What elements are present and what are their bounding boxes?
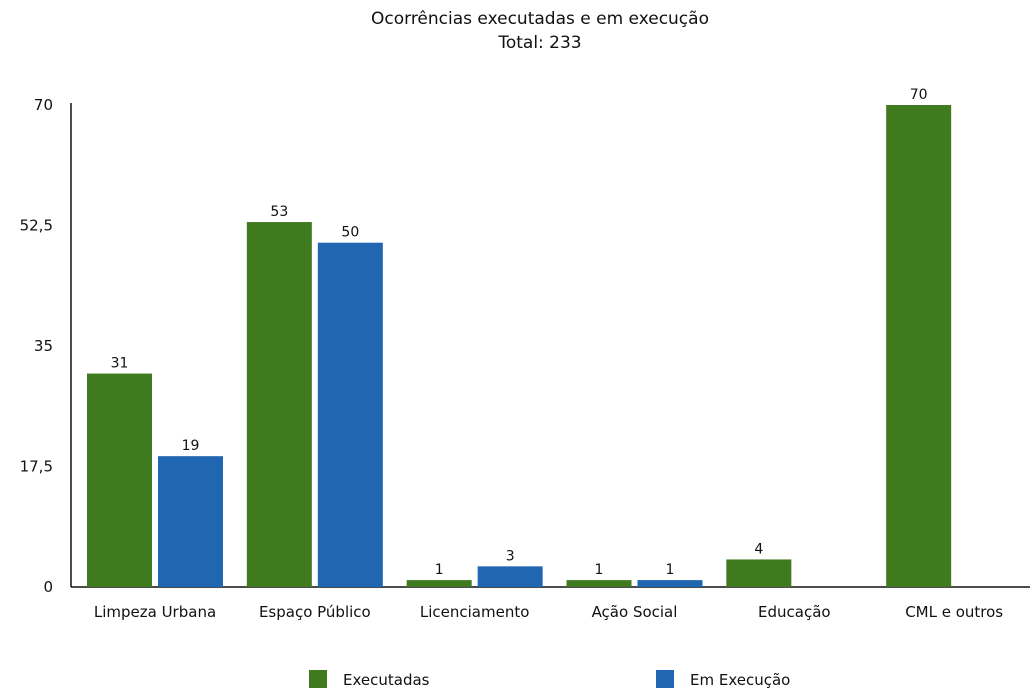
bar-value-label: 53 <box>270 204 288 220</box>
x-category-label: Ação Social <box>592 603 678 621</box>
chart-subtitle: Total: 233 <box>497 33 581 53</box>
x-category-label: CML e outros <box>905 603 1003 621</box>
bar-value-label: 1 <box>595 562 604 578</box>
bar-em-execucao <box>158 456 223 587</box>
y-tick-label: 52,5 <box>20 217 53 235</box>
x-category-label: Licenciamento <box>420 603 530 621</box>
bar-executadas <box>886 105 952 587</box>
bar-value-label: 70 <box>910 87 928 103</box>
legend-label: Executadas <box>343 671 430 689</box>
legend-swatch <box>309 670 327 688</box>
bar-em-execucao <box>317 242 383 587</box>
bar-executadas <box>566 580 632 587</box>
bar-value-label: 19 <box>182 438 200 454</box>
legend-swatch <box>656 670 674 688</box>
y-tick-label: 0 <box>43 578 53 596</box>
y-tick-label: 70 <box>34 96 53 114</box>
labels: 31 19 Limpeza Urbana 53 50 Espaço Público 1 3 Li… <box>94 87 1003 621</box>
bar-value-label: 50 <box>341 225 359 241</box>
bar-em-execucao <box>637 580 703 587</box>
bar-value-label: 4 <box>754 541 763 557</box>
bars <box>87 105 952 588</box>
x-category-label: Espaço Público <box>259 603 371 621</box>
legend-label: Em Execução <box>690 671 790 689</box>
legend: Executadas Em Execução <box>309 670 790 689</box>
bar-value-label: 1 <box>666 562 675 578</box>
bar-executadas <box>87 373 152 587</box>
axes: 0 17,5 35 52,5 70 <box>20 96 1030 596</box>
x-category-label: Educação <box>758 603 831 621</box>
bar-value-label: 31 <box>111 356 129 372</box>
bar-executadas <box>246 222 312 588</box>
bar-executadas <box>726 559 792 587</box>
y-tick-label: 17,5 <box>20 458 53 476</box>
bar-value-label: 3 <box>506 548 515 564</box>
y-tick-label: 35 <box>34 337 53 355</box>
bar-value-label: 1 <box>435 562 444 578</box>
bar-executadas <box>406 580 472 587</box>
x-category-label: Limpeza Urbana <box>94 603 216 621</box>
bar-em-execucao <box>477 566 543 587</box>
chart-title: Ocorrências executadas e em execução <box>371 9 709 29</box>
